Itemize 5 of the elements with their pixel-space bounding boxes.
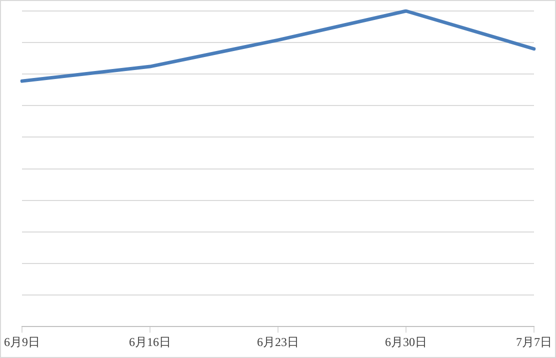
x-tick-label: 7月7日 <box>516 334 552 349</box>
x-tick-label: 6月9日 <box>4 334 40 349</box>
x-tick-label: 6月16日 <box>129 334 171 349</box>
x-tick-label: 6月23日 <box>257 334 299 349</box>
x-tick-label: 6月30日 <box>385 334 427 349</box>
